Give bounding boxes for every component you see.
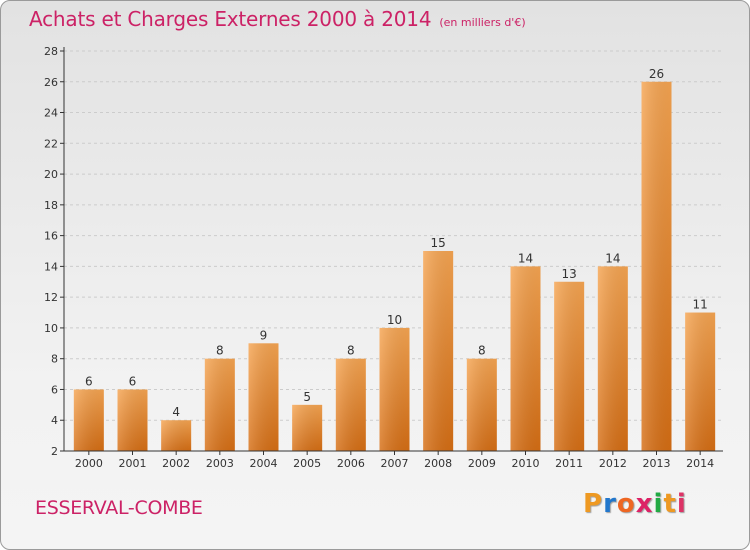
y-tick-label: 10: [44, 322, 58, 335]
bar-value-label: 8: [478, 344, 486, 358]
bar-value-label: 26: [649, 67, 664, 81]
y-tick-label: 18: [44, 199, 58, 212]
bar-shade-2006: [335, 358, 366, 451]
logo-letter: r: [603, 489, 617, 519]
bar-shade-2009: [466, 358, 497, 451]
chart-title-text: Achats et Charges Externes 2000 à 2014: [29, 7, 432, 31]
y-tick-label: 14: [44, 260, 58, 273]
y-tick-label: 28: [44, 45, 58, 58]
bar-shade-2002: [161, 420, 192, 451]
x-tick-label: 2000: [75, 457, 103, 470]
chart-title: Achats et Charges Externes 2000 à 2014 (e…: [29, 7, 526, 31]
y-tick-label: 22: [44, 137, 58, 150]
bar-shade-2011: [554, 281, 585, 451]
y-tick-label: 12: [44, 291, 58, 304]
y-tick-label: 24: [44, 107, 58, 120]
bar-shade-2007: [379, 327, 410, 451]
logo-letter: P: [583, 489, 604, 519]
x-tick-label: 2009: [468, 457, 496, 470]
bar-value-label: 8: [216, 344, 224, 358]
chart-subtitle: (en milliers d'€): [439, 16, 526, 29]
bar-value-label: 5: [303, 390, 311, 404]
logo-letter: x: [635, 489, 654, 519]
x-tick-label: 2006: [337, 457, 365, 470]
y-tick-label: 8: [51, 353, 58, 366]
bars: 6 6 4 8 9 5 8 10 15 8 14 13 14 26 11: [73, 67, 716, 452]
proxiti-logo: Proxiti: [583, 489, 687, 519]
bar-value-label: 9: [260, 328, 268, 342]
x-tick-label: 2003: [206, 457, 234, 470]
bar-shade-2013: [641, 81, 672, 452]
bar-shade-2005: [292, 404, 323, 451]
bar-shade-2000: [73, 389, 104, 451]
bar-shade-2014: [685, 312, 716, 451]
logo-letter: o: [616, 489, 636, 519]
x-tick-label: 2008: [424, 457, 452, 470]
x-tick-label: 2014: [686, 457, 714, 470]
bar-shade-2012: [597, 266, 628, 451]
bar-shade-2008: [423, 251, 454, 451]
x-tick-label: 2011: [555, 457, 583, 470]
bar-value-label: 11: [693, 298, 708, 312]
logo-letter: t: [663, 489, 677, 519]
commune-name: ESSERVAL-COMBE: [35, 497, 203, 519]
bar-value-label: 4: [172, 405, 180, 419]
y-tick-label: 2: [51, 445, 58, 458]
x-tick-label: 2010: [512, 457, 540, 470]
x-tick-label: 2012: [599, 457, 627, 470]
y-tick-label: 20: [44, 168, 58, 181]
bar-value-label: 13: [562, 267, 577, 281]
bar-shade-2001: [117, 389, 148, 451]
logo-letter: i: [653, 489, 664, 519]
bar-shade-2003: [204, 358, 235, 451]
y-tick-label: 26: [44, 76, 58, 89]
bar-shade-2010: [510, 266, 541, 451]
x-tick-label: 2002: [162, 457, 190, 470]
y-tick-label: 6: [51, 383, 58, 396]
bar-value-label: 14: [605, 251, 620, 265]
logo-letter: i: [676, 489, 687, 519]
bar-shade-2004: [248, 343, 279, 451]
bar-value-label: 6: [129, 374, 137, 388]
x-tick-label: 2005: [293, 457, 321, 470]
x-tick-label: 2001: [119, 457, 147, 470]
bar-value-label: 6: [85, 374, 93, 388]
bar-value-label: 10: [387, 313, 402, 327]
y-tick-label: 16: [44, 230, 58, 243]
y-tick-label: 4: [51, 414, 58, 427]
bar-value-label: 14: [518, 251, 533, 265]
x-tick-label: 2007: [381, 457, 409, 470]
bar-value-label: 8: [347, 344, 355, 358]
x-tick-label: 2004: [250, 457, 278, 470]
bar-value-label: 15: [431, 236, 446, 250]
x-tick-label: 2013: [643, 457, 671, 470]
